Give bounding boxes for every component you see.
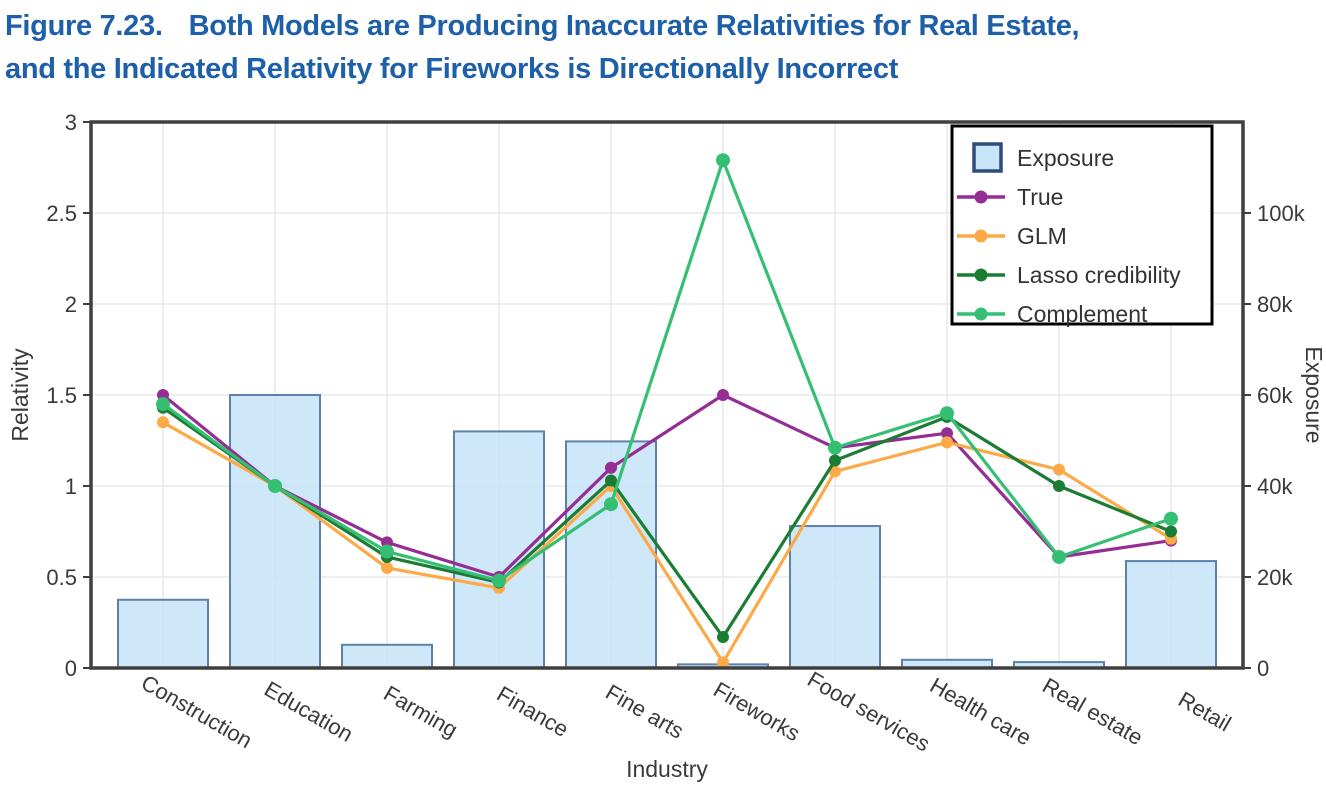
- exposure-bar: [453, 430, 545, 669]
- data-point: [829, 465, 841, 478]
- data-point: [1053, 480, 1065, 492]
- exposure-bar: [117, 598, 209, 669]
- series-line: [162, 420, 1172, 665]
- figure-number: Figure 7.23.: [5, 10, 163, 42]
- data-point: [1052, 549, 1066, 564]
- exposure-bar: [1125, 560, 1217, 670]
- legend-dot-marker: [974, 190, 988, 204]
- x-tick-label: Fireworks: [709, 677, 804, 746]
- legend-dot-marker: [974, 268, 988, 282]
- legend: Exposure True GLM Lasso credibility Compleme…: [950, 124, 1214, 327]
- figure-title-line2: and the Indicated Relativity for Firewor…: [5, 53, 899, 85]
- data-point: [941, 427, 953, 440]
- data-point: [717, 389, 729, 401]
- legend-label: Exposure: [1017, 145, 1114, 171]
- data-point: [380, 544, 394, 559]
- legend-label: Lasso credibility: [1017, 262, 1181, 288]
- right-tick-label: 60k: [1257, 383, 1293, 408]
- x-tick-label: Retail: [1174, 687, 1235, 737]
- x-tick-label: Health care: [926, 673, 1036, 751]
- legend-label: True: [1017, 184, 1063, 210]
- data-point: [1165, 525, 1177, 538]
- data-point: [605, 461, 617, 474]
- data-point: [717, 631, 729, 644]
- left-tick-label: 2.5: [46, 201, 77, 226]
- right-tick-label: 100k: [1257, 201, 1306, 226]
- series-line: [162, 406, 1172, 639]
- x-tick-label: Fine arts: [601, 679, 688, 743]
- data-point: [940, 406, 954, 421]
- legend-dot-marker: [974, 229, 988, 243]
- data-point: [1164, 511, 1178, 526]
- series-line: [162, 158, 1172, 583]
- legend-item-complement: Complement: [957, 301, 1148, 327]
- figure-title-line1: Figure 7.23. Both Models are Producing In…: [5, 5, 1080, 48]
- data-point: [268, 479, 282, 493]
- right-tick-label: 40k: [1257, 474, 1293, 499]
- left-tick-label: 1.5: [46, 383, 77, 408]
- figure-title-text: Both Models are Producing Inaccurate Rel…: [188, 10, 1080, 42]
- legend-label: Complement: [1017, 301, 1148, 327]
- legend-item-exposure: Exposure: [972, 142, 1114, 173]
- legend-item-lasso-credibility: Lasso credibility: [957, 262, 1181, 288]
- exposure-bar: [789, 525, 881, 669]
- x-tick-label: Construction: [137, 670, 256, 753]
- data-point: [157, 416, 169, 429]
- data-point: [941, 436, 953, 449]
- data-point: [828, 440, 842, 455]
- x-axis-title: Industry: [626, 756, 708, 782]
- x-tick-label: Real estate: [1038, 673, 1147, 750]
- right-tick-label: 0: [1257, 656, 1269, 681]
- data-point: [716, 153, 730, 168]
- legend-swatch-exposure: [972, 142, 1003, 173]
- left-tick-label: 0: [65, 656, 77, 681]
- exposure-bar: [341, 643, 433, 669]
- right-tick-label: 80k: [1257, 292, 1293, 317]
- data-point: [604, 497, 618, 512]
- data-point: [829, 454, 841, 467]
- legend-dot-marker: [974, 307, 988, 321]
- legend-label: GLM: [1017, 223, 1067, 249]
- series-line: [161, 393, 1172, 579]
- data-point: [717, 656, 729, 669]
- right-axis-title: Exposure: [1301, 346, 1326, 443]
- legend-item-true: True: [957, 184, 1063, 210]
- x-tick-label: Food services: [803, 666, 934, 756]
- x-tick-label: Finance: [493, 681, 573, 742]
- data-point: [1053, 463, 1065, 476]
- x-tick-label: Farming: [380, 681, 462, 743]
- left-axis-title: Relativity: [7, 348, 33, 442]
- left-tick-label: 2: [65, 292, 77, 317]
- data-point: [605, 474, 617, 487]
- left-tick-label: 0.5: [46, 565, 77, 590]
- legend-item-glm: GLM: [957, 223, 1067, 249]
- left-tick-label: 1: [65, 474, 77, 499]
- exposure-bar: [229, 394, 321, 669]
- data-point: [381, 561, 393, 574]
- data-point: [156, 397, 170, 412]
- exposure-bars: [117, 394, 1217, 670]
- figure-title: Figure 7.23. Both Models are Producing In…: [5, 5, 1080, 91]
- x-tick-label: Education: [260, 676, 357, 747]
- series-complement: [156, 153, 1178, 588]
- right-tick-label: 20k: [1257, 565, 1293, 590]
- data-point: [492, 573, 506, 588]
- left-tick-label: 3: [65, 110, 77, 135]
